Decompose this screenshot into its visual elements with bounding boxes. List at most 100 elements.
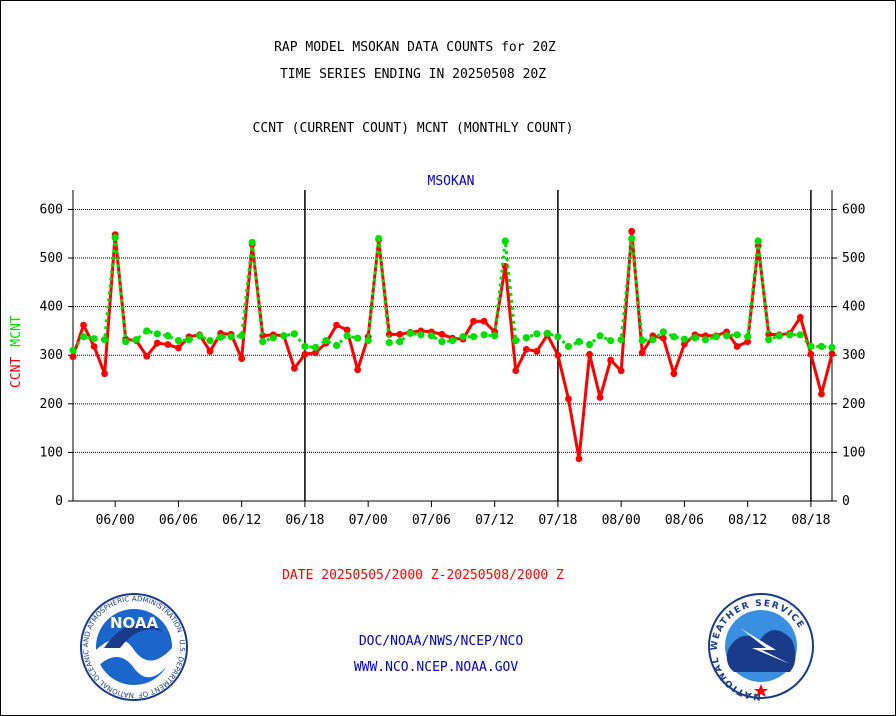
data-point-ccnt (533, 347, 541, 355)
data-point-mcnt (786, 331, 794, 339)
data-point-mcnt (585, 340, 594, 349)
tick-label-x: 08/06 (665, 513, 704, 528)
tick-label-x: 06/12 (222, 513, 261, 528)
data-point-ccnt (343, 326, 351, 334)
data-point-mcnt (659, 328, 667, 336)
tick-label-y-left: 0 (55, 494, 63, 509)
data-point-ccnt (733, 343, 741, 350)
data-point-mcnt (396, 338, 404, 346)
data-point-ccnt (807, 350, 815, 358)
data-point-mcnt (733, 331, 741, 339)
data-point-ccnt (470, 317, 477, 325)
data-point-mcnt (807, 342, 815, 351)
data-point-ccnt (512, 367, 520, 375)
data-point-mcnt (111, 234, 119, 242)
data-point-mcnt (438, 338, 446, 346)
data-point-mcnt (448, 337, 457, 345)
data-point-mcnt (796, 331, 804, 339)
data-point-mcnt (195, 332, 204, 340)
tick-label-y-left: 500 (40, 251, 63, 266)
noaa-logo-text: NOAA (110, 614, 159, 632)
header-line-3: CCNT (CURRENT COUNT) MCNT (MONTHLY COUNT… (253, 121, 574, 136)
data-point-ccnt (828, 350, 836, 358)
data-point-ccnt (153, 339, 161, 347)
data-point-mcnt (248, 238, 256, 247)
data-point-mcnt (754, 237, 762, 245)
data-point-mcnt (322, 337, 330, 345)
data-point-mcnt (554, 333, 562, 341)
data-point-mcnt (417, 331, 425, 339)
y-axis-label-ccnt: CCNT (9, 357, 24, 388)
data-point-ccnt (628, 227, 636, 235)
data-point-ccnt (575, 455, 583, 463)
data-point-mcnt (775, 332, 783, 340)
tick-label-y-right: 300 (842, 348, 865, 363)
data-point-ccnt (480, 317, 488, 325)
data-point-mcnt (132, 336, 140, 344)
data-point-ccnt (312, 349, 319, 357)
data-point-ccnt (206, 347, 214, 355)
data-point-ccnt (396, 330, 404, 338)
tick-label-y-left: 600 (40, 202, 63, 217)
data-point-ccnt (554, 351, 562, 359)
data-point-mcnt (469, 333, 478, 341)
data-point-mcnt (406, 329, 414, 337)
tick-label-y-right: 200 (842, 397, 865, 412)
data-point-ccnt (354, 366, 362, 374)
data-point-mcnt (828, 343, 836, 352)
data-point-mcnt (164, 332, 172, 340)
tick-label-x: 08/18 (791, 513, 830, 528)
data-point-ccnt (238, 355, 246, 363)
data-point-mcnt (364, 337, 372, 345)
data-point-mcnt (575, 338, 583, 346)
tick-label-x: 07/18 (538, 513, 577, 528)
data-point-mcnt (680, 335, 689, 343)
data-point-mcnt (79, 333, 88, 341)
tick-label-x: 08/00 (602, 513, 641, 528)
data-point-mcnt (259, 338, 267, 346)
data-point-ccnt (617, 367, 625, 375)
data-point-ccnt (818, 390, 825, 398)
data-point-ccnt (438, 330, 446, 338)
data-point-mcnt (522, 334, 530, 342)
grid (73, 190, 832, 501)
data-point-mcnt (543, 329, 551, 337)
chart-title: MSOKAN (428, 174, 475, 189)
data-point-mcnt (185, 336, 193, 344)
tick-label-x: 06/06 (159, 513, 198, 528)
org-path-link[interactable]: DOC/NOAA/NWS/NCEP/NCO (359, 634, 524, 649)
tick-label-x: 06/00 (96, 513, 135, 528)
tick-label-y-right: 600 (842, 202, 865, 217)
data-point-mcnt (343, 332, 351, 340)
data-point-mcnt (238, 332, 246, 340)
tick-label-y-left: 400 (40, 300, 63, 315)
data-point-ccnt (638, 349, 646, 357)
nws-logo: NATIONAL WEATHER SERVICE (708, 593, 814, 701)
header-line-1: RAP MODEL MSOKAN DATA COUNTS for 20Z (274, 40, 556, 55)
data-point-ccnt (586, 350, 593, 358)
series-ccnt (69, 227, 836, 463)
data-point-mcnt (607, 337, 615, 345)
data-point-mcnt (280, 332, 288, 340)
data-point-mcnt (143, 327, 151, 335)
tick-label-y-right: 500 (842, 251, 865, 266)
data-point-mcnt (712, 333, 720, 341)
data-point-mcnt (354, 334, 362, 342)
data-point-mcnt (491, 332, 499, 340)
website-link[interactable]: WWW.NCO.NCEP.NOAA.GOV (354, 660, 519, 675)
data-point-mcnt (480, 331, 488, 339)
data-point-mcnt (533, 330, 541, 338)
data-point-ccnt (164, 341, 172, 348)
data-point-ccnt (301, 350, 309, 358)
data-point-ccnt (596, 394, 604, 401)
data-point-mcnt (596, 332, 604, 340)
data-point-mcnt (765, 336, 773, 344)
tick-label-y-left: 100 (40, 445, 63, 460)
tick-label-x: 07/06 (412, 513, 451, 528)
data-point-mcnt (691, 334, 699, 342)
tick-label-y-left: 200 (40, 397, 63, 412)
data-point-mcnt (174, 337, 183, 345)
data-point-mcnt (375, 234, 383, 243)
tick-label-x: 07/12 (475, 513, 514, 528)
